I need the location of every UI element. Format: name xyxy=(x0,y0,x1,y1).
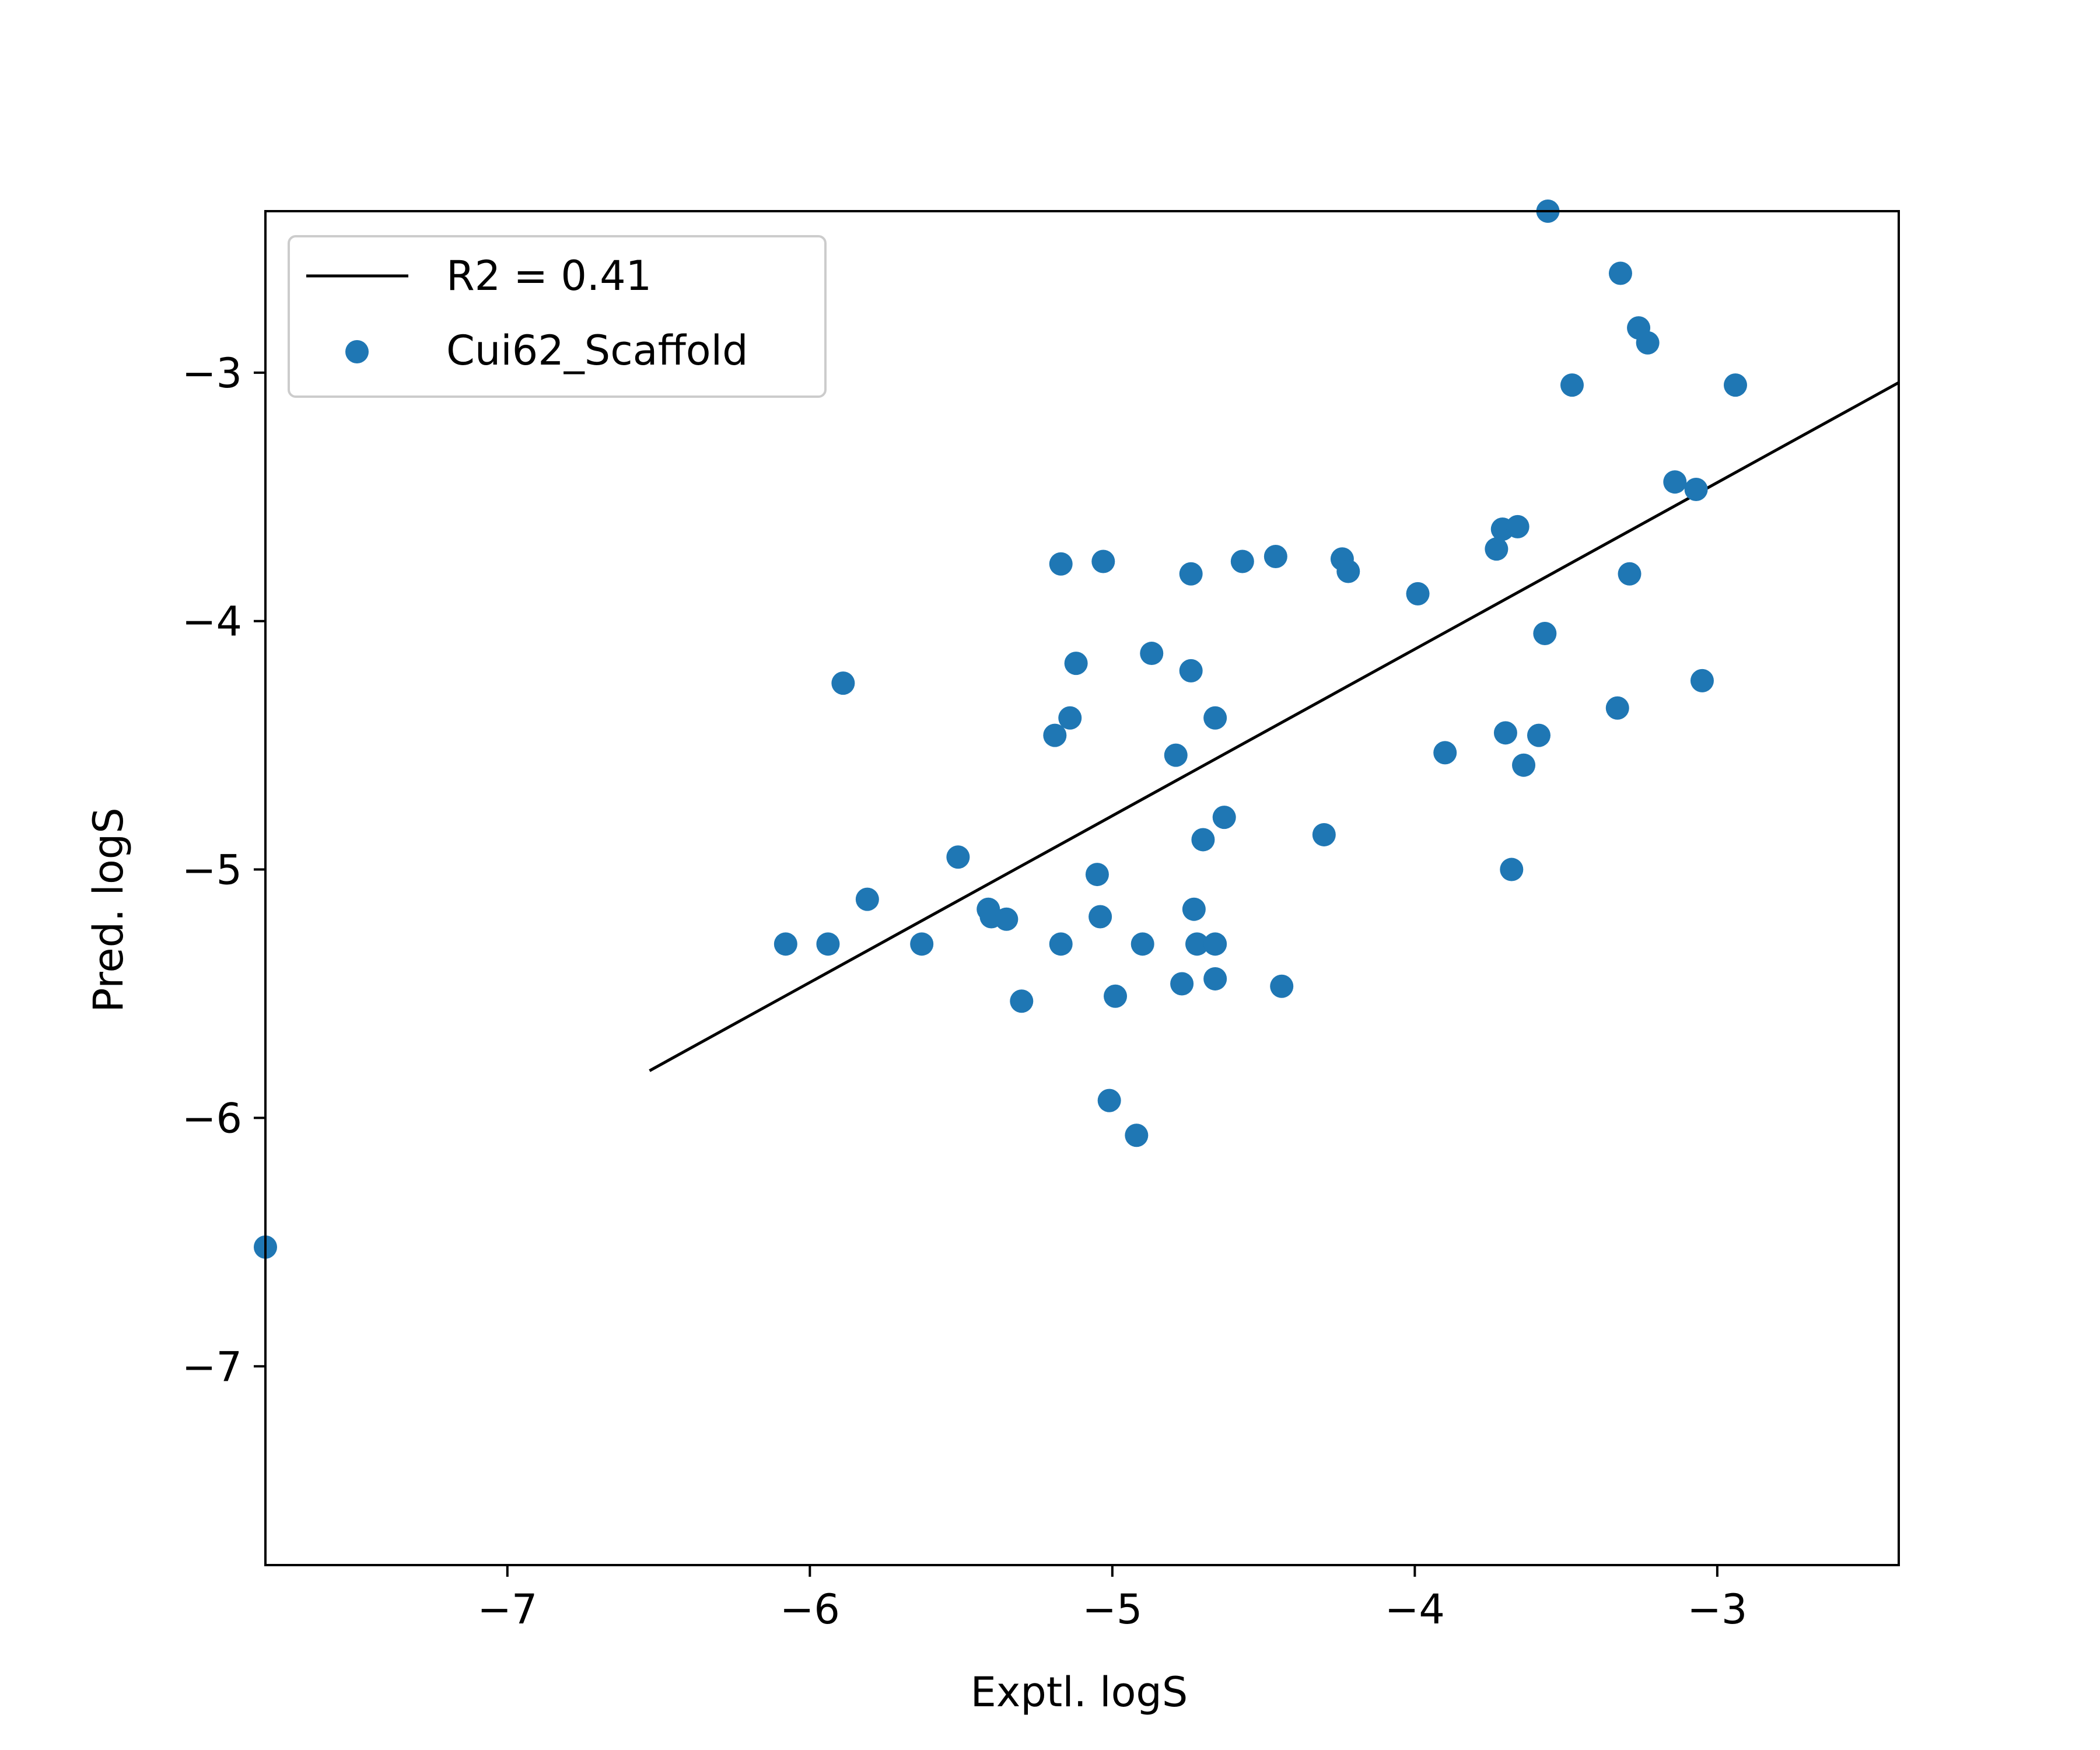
scatter-point xyxy=(946,845,970,869)
y-tick-label: −6 xyxy=(182,1094,242,1142)
scatter-point xyxy=(1010,989,1034,1013)
scatter-point xyxy=(1130,932,1154,956)
x-axis-label: Exptl. logS xyxy=(971,1668,1188,1716)
scatter-point xyxy=(1336,559,1360,583)
legend-scatter-swatch xyxy=(345,340,369,363)
scatter-point xyxy=(831,671,855,695)
scatter-point xyxy=(1170,972,1194,996)
scatter-point xyxy=(1270,974,1294,998)
scatter-point xyxy=(1179,659,1203,682)
y-tick-label: −5 xyxy=(182,846,242,894)
legend-scatter-label: Cui62_Scaffold xyxy=(446,327,748,374)
scatter-point xyxy=(1663,470,1687,494)
scatter-point xyxy=(1140,642,1164,666)
scatter-point xyxy=(1533,621,1557,645)
scatter-point xyxy=(995,907,1019,931)
scatter-point xyxy=(1506,514,1530,538)
x-axis-ticks: −7 −6 −5 −4 −3 xyxy=(477,1565,1747,1633)
scatter-point xyxy=(1527,723,1550,747)
scatter-point xyxy=(1485,537,1508,561)
scatter-point xyxy=(1512,753,1536,777)
scatter-point xyxy=(1182,897,1206,921)
scatter-point xyxy=(1203,706,1227,730)
x-tick-label: −7 xyxy=(477,1586,537,1633)
scatter-point xyxy=(1560,373,1584,397)
scatter-point xyxy=(1684,477,1708,501)
scatter-point xyxy=(1085,863,1109,887)
x-tick-label: −4 xyxy=(1385,1586,1445,1633)
scatter-point xyxy=(910,932,934,956)
legend-box xyxy=(288,235,827,398)
x-tick-label: −6 xyxy=(780,1586,840,1633)
scatter-point xyxy=(855,887,879,911)
scatter-point xyxy=(1636,331,1660,355)
scatter-point xyxy=(1185,932,1209,956)
scatter-point xyxy=(1064,652,1088,676)
scatter-point xyxy=(1164,743,1188,767)
scatter-point xyxy=(1088,905,1112,929)
scatter-point xyxy=(1264,544,1287,568)
legend-fit-line-label: R2 = 0.41 xyxy=(446,252,652,300)
scatter-point xyxy=(1203,932,1227,956)
y-tick-label: −3 xyxy=(182,349,242,397)
scatter-point xyxy=(1049,552,1073,576)
scatter-point xyxy=(1179,562,1203,586)
x-tick-label: −3 xyxy=(1687,1586,1747,1633)
scatter-point xyxy=(774,932,797,956)
scatter-point xyxy=(1406,582,1430,606)
scatter-point xyxy=(1049,932,1073,956)
scatter-point xyxy=(1618,562,1642,586)
scatter-points-layer xyxy=(254,200,1747,1259)
y-tick-label: −7 xyxy=(182,1343,242,1391)
scatter-point xyxy=(1608,261,1632,285)
scatter-point xyxy=(1690,668,1714,692)
scatter-point xyxy=(1125,1124,1149,1147)
scatter-point xyxy=(816,932,840,956)
scatter-point xyxy=(1605,696,1629,720)
scatter-point xyxy=(1191,828,1215,852)
scatter-point xyxy=(1104,984,1128,1008)
scatter-point xyxy=(1058,706,1082,730)
scatter-point xyxy=(1203,967,1227,991)
scatter-point xyxy=(1230,550,1254,573)
scatter-point xyxy=(1097,1088,1121,1112)
scatter-point xyxy=(1312,822,1336,846)
legend: R2 = 0.41 Cui62_Scaffold xyxy=(288,235,827,398)
scatter-point xyxy=(1493,721,1517,745)
x-tick-label: −5 xyxy=(1082,1586,1142,1633)
scatter-point xyxy=(1724,373,1747,397)
y-axis-label: Pred. logS xyxy=(85,807,132,1012)
y-axis-ticks: −7 −6 −5 −4 −3 xyxy=(182,349,265,1391)
scatter-point xyxy=(1091,550,1115,573)
scatter-point xyxy=(1043,723,1067,747)
scatter-point xyxy=(1433,741,1457,765)
scatter-point xyxy=(1212,806,1236,830)
axes-frame xyxy=(264,210,1900,1566)
scatter-point xyxy=(1500,858,1524,881)
y-tick-label: −4 xyxy=(182,598,242,646)
